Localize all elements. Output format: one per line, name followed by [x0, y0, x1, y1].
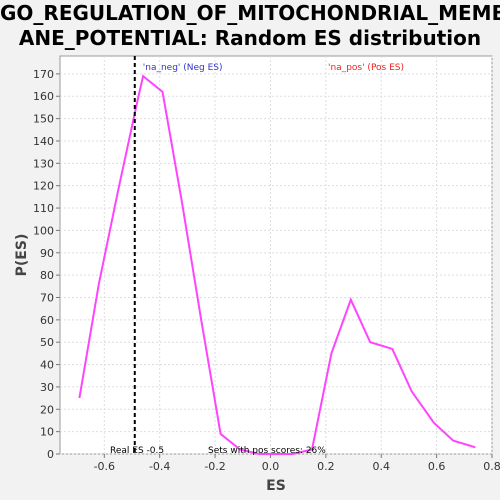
y-tick-label: 50	[40, 336, 54, 349]
y-tick-label: 80	[40, 269, 54, 282]
y-tick-label: 140	[33, 135, 54, 148]
y-axis-ticks: 0 10 20 30 40 50 60 70 80 90 100 110 120 130 140 150 160…	[33, 68, 60, 461]
x-tick-label: 0.0	[262, 460, 280, 473]
neg-es-label: 'na_neg' (Neg ES)	[143, 63, 223, 73]
plot-area	[59, 55, 493, 455]
x-tick-label: 0.2	[317, 460, 335, 473]
y-tick-label: 170	[33, 68, 54, 81]
y-tick-label: 150	[33, 113, 54, 126]
x-axis-label: ES	[266, 478, 286, 494]
y-tick-label: 120	[33, 180, 54, 193]
real-es-label: Real ES -0.5	[110, 446, 164, 456]
y-tick-label: 10	[40, 426, 54, 439]
x-axis-ticks: -0.6 -0.4 -0.2 0.0 0.2 0.4 0.6 0.8	[94, 454, 500, 473]
x-tick-label: 0.6	[428, 460, 446, 473]
pos-es-label: 'na_pos' (Pos ES)	[328, 63, 404, 73]
y-tick-label: 90	[40, 247, 54, 260]
y-tick-label: 70	[40, 291, 54, 304]
chart-title-line-1: GO_REGULATION_OF_MITOCHONDRIAL_MEMBR	[0, 1, 500, 25]
y-tick-label: 60	[40, 314, 54, 327]
y-tick-label: 110	[33, 202, 54, 215]
y-tick-label: 40	[40, 359, 54, 372]
y-tick-label: 100	[33, 224, 54, 237]
y-tick-label: 160	[33, 90, 54, 103]
sets-pos-scores-label: Sets with pos scores: 26%	[208, 446, 326, 456]
y-tick-label: 20	[40, 403, 54, 416]
y-axis-label: P(ES)	[14, 234, 30, 277]
x-tick-label: 0.4	[372, 460, 390, 473]
grid-lines	[60, 56, 493, 455]
x-tick-label: -0.2	[204, 460, 225, 473]
x-tick-label: 0.8	[483, 460, 500, 473]
y-tick-label: 0	[47, 448, 54, 461]
y-tick-label: 130	[33, 157, 54, 170]
x-tick-label: -0.4	[149, 460, 170, 473]
x-tick-label: -0.6	[94, 460, 115, 473]
series-line	[78, 74, 476, 455]
y-tick-label: 30	[40, 381, 54, 394]
chart-title-line-2: ANE_POTENTIAL: Random ES distribution	[18, 26, 482, 50]
